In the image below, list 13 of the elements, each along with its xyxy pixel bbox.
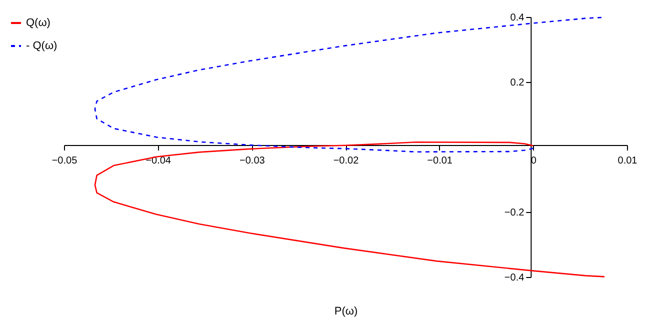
- x-tick-label: 0: [530, 156, 537, 166]
- x-tick-label: 0.01: [618, 156, 638, 166]
- legend-label: - Q(ω): [26, 40, 58, 52]
- x-tick-label: −0.03: [240, 156, 266, 166]
- y-tick-label: 0.2: [510, 78, 525, 88]
- x-axis-title: P(ω): [334, 306, 358, 318]
- x-tick-label: −0.01: [427, 156, 453, 166]
- legend-label: Q(ω): [26, 17, 50, 29]
- x-tick-label: −0.05: [52, 156, 78, 166]
- x-tick-label: −0.02: [333, 156, 360, 166]
- y-tick-label: −0.2: [504, 208, 525, 218]
- y-tick-label: 0.4: [510, 12, 525, 24]
- y-tick-label: −0.4: [504, 272, 525, 284]
